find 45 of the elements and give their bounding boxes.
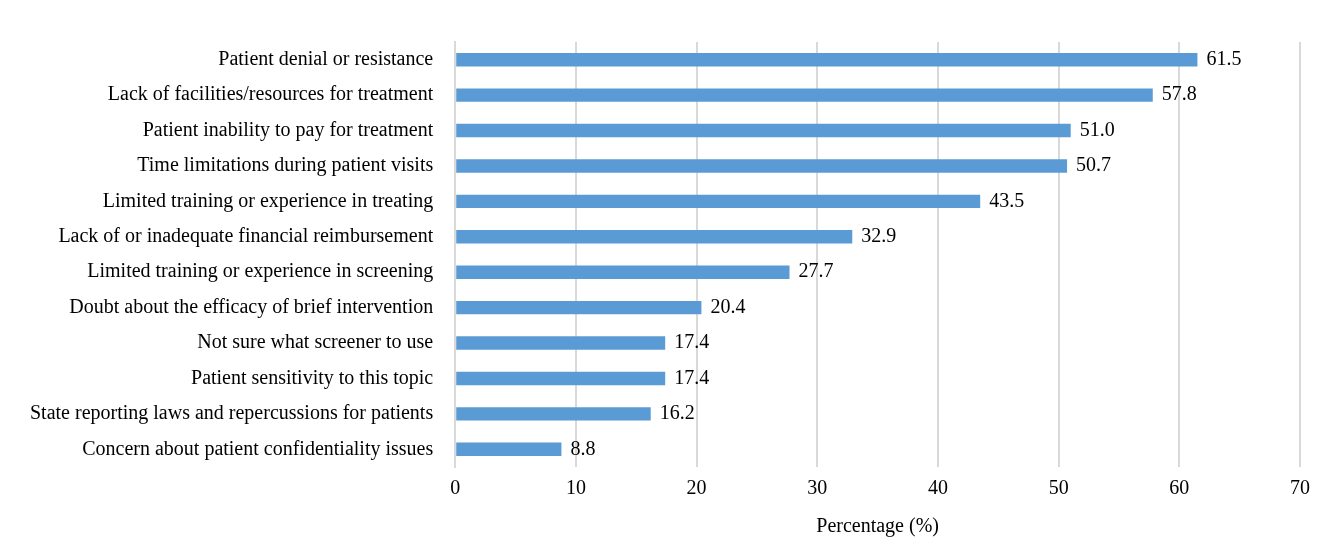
y-tick-label: Concern about patient confidentiality issues bbox=[82, 436, 434, 460]
x-tick-label: 10 bbox=[565, 476, 586, 499]
data-label: 27.7 bbox=[798, 259, 834, 282]
y-tick-label: Not sure what screener to use bbox=[197, 330, 434, 353]
data-label: 17.4 bbox=[674, 365, 710, 388]
data-label: 20.4 bbox=[710, 294, 746, 317]
x-tick-label: 60 bbox=[1169, 476, 1190, 499]
bar bbox=[456, 336, 666, 350]
data-label: 16.2 bbox=[659, 401, 695, 424]
data-label: 17.4 bbox=[674, 330, 710, 353]
y-tick-label: Patient denial or resistance bbox=[218, 46, 434, 69]
bar bbox=[456, 123, 1071, 138]
x-tick-label: 40 bbox=[927, 476, 948, 499]
bar bbox=[456, 265, 790, 279]
y-tick-label: Lack of or inadequate financial reimbursement bbox=[58, 224, 434, 248]
bar bbox=[456, 371, 666, 386]
x-tick-label: 20 bbox=[686, 476, 707, 499]
data-label: 43.5 bbox=[989, 188, 1025, 211]
y-tick-label: Lack of facilities/resources for treatment bbox=[107, 82, 434, 105]
data-label: 32.9 bbox=[861, 224, 897, 247]
data-label: 50.7 bbox=[1076, 153, 1112, 176]
x-tick-label: 0 bbox=[450, 476, 461, 499]
bar bbox=[456, 300, 702, 315]
y-tick-label: Limited training or experience in treating bbox=[102, 188, 434, 212]
bar bbox=[456, 442, 562, 457]
y-tick-label: State reporting laws and repercussions for patients bbox=[29, 401, 434, 425]
bar bbox=[456, 194, 981, 209]
x-tick-label: 70 bbox=[1290, 476, 1310, 499]
data-label: 8.8 bbox=[570, 436, 596, 459]
x-axis-title: Percentage (%) bbox=[816, 514, 939, 538]
x-tick-label: 50 bbox=[1048, 476, 1069, 499]
x-tick-label: 30 bbox=[807, 476, 828, 499]
y-tick-label: Time limitations during patient visits bbox=[137, 153, 434, 177]
y-tick-label: Doubt about the efficacy of brief intervention bbox=[69, 294, 434, 318]
bar bbox=[456, 407, 651, 421]
bar bbox=[456, 159, 1068, 173]
y-tick-label: Patient inability to pay for treatment bbox=[142, 117, 434, 141]
data-label: 51.0 bbox=[1079, 117, 1115, 140]
bar bbox=[456, 230, 853, 244]
bar bbox=[456, 88, 1153, 102]
data-label: 61.5 bbox=[1206, 46, 1242, 69]
bar bbox=[456, 52, 1198, 67]
y-tick-label: Patient sensitivity to this topic bbox=[191, 365, 434, 389]
data-label: 57.8 bbox=[1161, 82, 1197, 105]
y-tick-label: Limited training or experience in screening bbox=[87, 259, 434, 283]
